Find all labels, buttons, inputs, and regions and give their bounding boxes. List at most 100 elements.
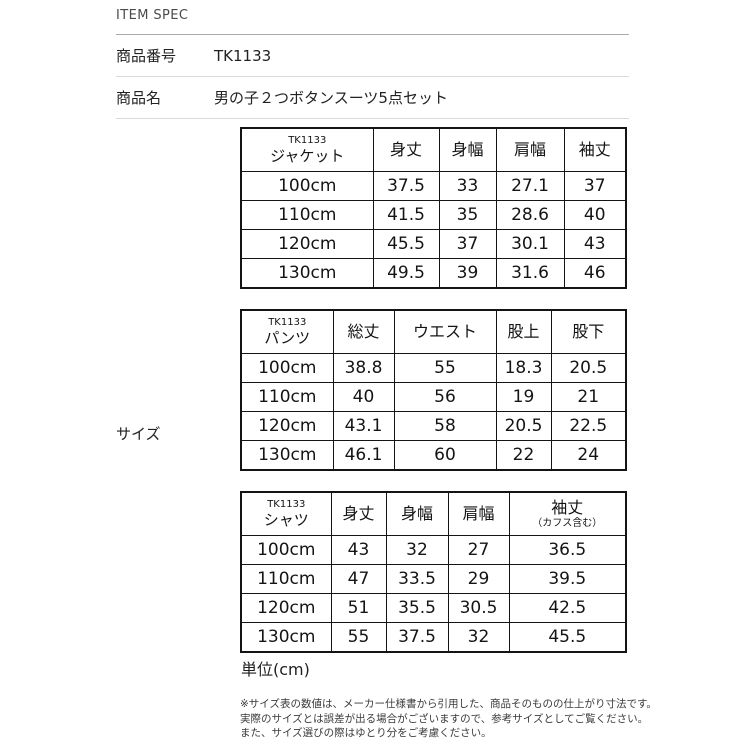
value-cell: 41.5 (372, 200, 440, 230)
size-cell: 110cm (240, 564, 332, 594)
divider (116, 76, 629, 77)
section-title: ITEM SPEC (116, 8, 189, 23)
item-header-cell-pants: TK1133 パンツ (240, 309, 334, 354)
table-row: 130cm 49.5 39 31.6 46 (240, 258, 627, 289)
size-notes: ※サイズ表の数値は、メーカー仕様書から引用した、商品そのものの仕上がり寸法です。… (240, 697, 657, 741)
value-cell: 27 (447, 535, 510, 565)
product-code: TK1133 (268, 316, 307, 328)
item-header-cell-shirt: TK1133 シャツ (240, 491, 332, 536)
item-header-cell-jacket: TK1133 ジャケット (240, 127, 374, 172)
column-header: 股上 (495, 309, 552, 354)
value-cell: 30.1 (495, 229, 565, 259)
column-header-label: 袖丈 (578, 140, 611, 160)
column-header: 袖丈 （カフス含む） (508, 491, 627, 536)
unit-label: 単位(cm) (241, 660, 310, 679)
size-cell: 120cm (240, 411, 334, 441)
value-cell: 33 (438, 171, 497, 201)
product-number-label: 商品番号 (116, 47, 177, 65)
value-cell: 36.5 (508, 535, 627, 565)
product-name-value: 男の子２つボタンスーツ5点セット (214, 89, 448, 107)
value-cell: 20.5 (495, 411, 552, 441)
size-label: サイズ (116, 425, 161, 444)
size-cell: 110cm (240, 200, 374, 230)
value-cell: 21 (550, 382, 627, 412)
product-name-label: 商品名 (116, 89, 162, 107)
value-cell: 32 (447, 622, 510, 653)
value-cell: 20.5 (550, 353, 627, 383)
value-cell: 46 (563, 258, 627, 289)
column-header-label: 総丈 (347, 322, 380, 342)
value-cell: 43 (563, 229, 627, 259)
column-header: 身幅 (438, 127, 497, 172)
value-cell: 47 (330, 564, 387, 594)
table-row: 130cm 55 37.5 32 45.5 (240, 622, 627, 653)
column-header-label: ウエスト (412, 322, 477, 342)
value-cell: 28.6 (495, 200, 565, 230)
value-cell: 35 (438, 200, 497, 230)
note-line: 実際のサイズとは誤差が出る場合がございますので、参考サイズとしてご覧ください。 (240, 712, 649, 725)
value-cell: 37.5 (372, 171, 440, 201)
table-header-row: TK1133 パンツ 総丈 ウエスト 股上 股下 (240, 309, 627, 354)
size-cell: 110cm (240, 382, 334, 412)
column-header-label: 身幅 (451, 140, 484, 160)
value-cell: 19 (495, 382, 552, 412)
value-cell: 38.8 (332, 353, 395, 383)
value-cell: 37.5 (385, 622, 449, 653)
value-cell: 58 (393, 411, 497, 441)
table-row: 120cm 51 35.5 30.5 42.5 (240, 593, 627, 623)
column-header: 総丈 (332, 309, 395, 354)
divider (116, 118, 629, 119)
column-header: 肩幅 (447, 491, 510, 536)
size-cell: 130cm (240, 622, 332, 653)
value-cell: 46.1 (332, 440, 395, 471)
spec-row-product-name: 商品名 男の子２つボタンスーツ5点セット (116, 77, 629, 118)
column-header: 袖丈 (563, 127, 627, 172)
value-cell: 30.5 (447, 593, 510, 623)
item-name: シャツ (263, 511, 309, 530)
size-cell: 120cm (240, 229, 374, 259)
value-cell: 43 (330, 535, 387, 565)
table-row: 110cm 41.5 35 28.6 40 (240, 200, 627, 230)
table-row: 100cm 38.8 55 18.3 20.5 (240, 353, 627, 383)
table-row: 120cm 45.5 37 30.1 43 (240, 229, 627, 259)
column-header-label: 股下 (572, 322, 605, 342)
column-header-label: 身丈 (389, 140, 422, 160)
size-content: TK1133 ジャケット 身丈 身幅 肩幅 袖丈 100cm 37.5 33 27.1 37 110c… (240, 127, 657, 741)
table-row: 110cm 40 56 19 21 (240, 382, 627, 412)
value-cell: 43.1 (332, 411, 395, 441)
size-cell: 130cm (240, 258, 374, 289)
size-section: サイズ TK1133 ジャケット 身丈 身幅 肩幅 袖丈 100cm 37.5 33 27.1 37… (116, 119, 657, 741)
column-header-label: 身丈 (342, 504, 375, 524)
value-cell: 55 (393, 353, 497, 383)
column-header: 股下 (550, 309, 627, 354)
value-cell: 40 (563, 200, 627, 230)
item-name: ジャケット (270, 147, 345, 166)
size-table-shirt: TK1133 シャツ 身丈 身幅 肩幅 袖丈 （カフス含む） 100cm 43 32 27 36.5 1… (240, 491, 627, 653)
value-cell: 39 (438, 258, 497, 289)
size-table-jacket: TK1133 ジャケット 身丈 身幅 肩幅 袖丈 100cm 37.5 33 27.1 37 110c… (240, 127, 627, 289)
value-cell: 18.3 (495, 353, 552, 383)
table-row: 130cm 46.1 60 22 24 (240, 440, 627, 471)
column-header: ウエスト (393, 309, 497, 354)
spec-row-product-number: 商品番号 TK1133 (116, 35, 629, 76)
value-cell: 55 (330, 622, 387, 653)
value-cell: 37 (563, 171, 627, 201)
table-header-row: TK1133 シャツ 身丈 身幅 肩幅 袖丈 （カフス含む） (240, 491, 627, 536)
table-header-row: TK1133 ジャケット 身丈 身幅 肩幅 袖丈 (240, 127, 627, 172)
value-cell: 22.5 (550, 411, 627, 441)
value-cell: 33.5 (385, 564, 449, 594)
column-header-label: 肩幅 (513, 140, 546, 160)
value-cell: 45.5 (372, 229, 440, 259)
size-cell: 120cm (240, 593, 332, 623)
column-header: 身幅 (385, 491, 449, 536)
value-cell: 37 (438, 229, 497, 259)
value-cell: 42.5 (508, 593, 627, 623)
note-line: ※サイズ表の数値は、メーカー仕様書から引用した、商品そのものの仕上がり寸法です。 (240, 698, 657, 710)
value-cell: 45.5 (508, 622, 627, 653)
table-row: 120cm 43.1 58 20.5 22.5 (240, 411, 627, 441)
value-cell: 31.6 (495, 258, 565, 289)
value-cell: 35.5 (385, 593, 449, 623)
value-cell: 49.5 (372, 258, 440, 289)
table-row: 100cm 37.5 33 27.1 37 (240, 171, 627, 201)
